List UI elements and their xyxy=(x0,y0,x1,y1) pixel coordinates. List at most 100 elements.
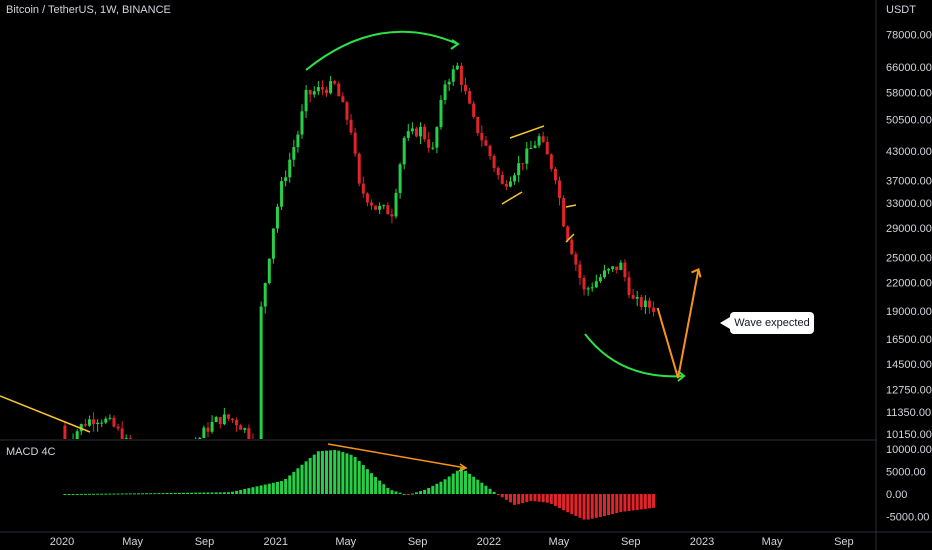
bottom-arc xyxy=(584,333,685,378)
wave-expected-callout[interactable]: Wave expected xyxy=(720,312,814,334)
macd-bar xyxy=(128,493,132,495)
candle-body xyxy=(631,294,635,299)
macd-bar xyxy=(394,491,398,494)
macd-bar xyxy=(96,493,100,495)
macd-bar xyxy=(316,451,320,494)
macd-bar xyxy=(353,456,357,494)
macd-bar xyxy=(549,494,553,504)
macd-bar xyxy=(263,484,267,494)
macd-bar xyxy=(607,494,611,516)
macd-bar xyxy=(292,471,296,494)
candle-body xyxy=(206,427,210,432)
time-tick-label: Sep xyxy=(408,536,428,548)
macd-bar xyxy=(374,476,378,494)
macd-bar xyxy=(71,493,75,495)
macd-bar xyxy=(541,494,545,503)
macd-bar xyxy=(639,494,643,510)
macd-bar xyxy=(149,493,153,495)
macd-bar xyxy=(382,484,386,494)
time-tick-label: 2023 xyxy=(690,536,714,548)
macd-bar xyxy=(590,494,594,519)
drawing-layer xyxy=(0,30,702,472)
candle-body xyxy=(521,163,525,165)
flag-lower-line xyxy=(501,191,523,205)
candle-body xyxy=(349,119,353,133)
candle-body xyxy=(63,425,67,439)
macd-tick-label: 0.00 xyxy=(886,489,907,501)
macd-bar xyxy=(378,480,382,494)
macd-bar xyxy=(251,487,255,494)
price-pane xyxy=(63,62,656,439)
macd-bar xyxy=(431,485,435,494)
macd-bar xyxy=(545,494,549,503)
candle-body xyxy=(231,418,235,420)
macd-bar xyxy=(468,473,472,494)
candle-body xyxy=(284,177,288,182)
indicator-title[interactable]: MACD 4C xyxy=(6,446,56,458)
price-tick-label: 11350.00 xyxy=(886,407,931,419)
candle-body xyxy=(639,297,643,308)
macd-bar xyxy=(451,473,455,494)
candle-body xyxy=(247,428,251,439)
candle-body xyxy=(87,419,91,426)
candle-body xyxy=(222,414,226,425)
price-tick-label: 29000.00 xyxy=(886,223,932,235)
macd-bar xyxy=(406,494,410,495)
macd-bar xyxy=(635,494,639,510)
time-tick-label: 2021 xyxy=(263,536,287,548)
macd-bar xyxy=(141,493,145,495)
candle-body xyxy=(611,266,615,269)
macd-bar xyxy=(566,494,570,513)
candle-body xyxy=(243,428,247,430)
macd-bar xyxy=(398,492,402,494)
macd-bar xyxy=(472,476,476,494)
candle-body xyxy=(492,156,496,168)
macd-bar xyxy=(357,460,361,494)
macd-bar xyxy=(300,464,304,494)
candle-body xyxy=(398,164,402,193)
macd-bar xyxy=(508,494,512,503)
time-tick-label: Sep xyxy=(834,536,854,548)
candle-body xyxy=(259,306,263,439)
macd-bar xyxy=(414,492,418,494)
macd-bar xyxy=(267,483,271,494)
macd-bar xyxy=(459,467,463,494)
macd-bar xyxy=(132,493,136,495)
macd-bar xyxy=(214,492,218,494)
macd-bar xyxy=(480,482,484,494)
candle-body xyxy=(414,128,418,137)
macd-bar xyxy=(247,488,251,494)
candle-body xyxy=(480,133,484,141)
macd-bar xyxy=(447,476,451,494)
candle-body xyxy=(198,437,202,439)
macd-bar xyxy=(484,485,488,494)
candle-body xyxy=(647,300,651,308)
macd-bar xyxy=(419,491,423,494)
time-tick-label: May xyxy=(762,536,783,548)
macd-bar xyxy=(443,479,447,494)
symbol-title[interactable]: Bitcoin / TetherUS, 1W, BINANCE xyxy=(6,4,171,16)
macd-bar xyxy=(231,491,235,494)
macd-bar xyxy=(570,494,574,515)
macd-bar xyxy=(582,494,586,520)
macd-bar xyxy=(464,470,468,494)
macd-bar xyxy=(271,482,275,494)
candle-body xyxy=(210,421,214,432)
candle-body xyxy=(578,264,582,278)
time-tick-label: May xyxy=(335,536,356,548)
candle-body xyxy=(382,205,386,207)
price-tick-label: 25000.00 xyxy=(886,252,932,264)
macd-bar xyxy=(235,490,239,494)
macd-bar xyxy=(345,453,349,494)
macd-bar xyxy=(177,492,181,494)
candle-body xyxy=(361,183,365,194)
price-tick-label: 37000.00 xyxy=(886,175,932,187)
macd-bar xyxy=(349,454,353,494)
candle-body xyxy=(329,81,333,94)
candle-body xyxy=(586,288,590,290)
macd-bar xyxy=(108,493,112,495)
macd-tick-label: 5000.00 xyxy=(886,467,926,479)
macd-bar xyxy=(586,494,590,520)
candle-body xyxy=(410,128,414,132)
